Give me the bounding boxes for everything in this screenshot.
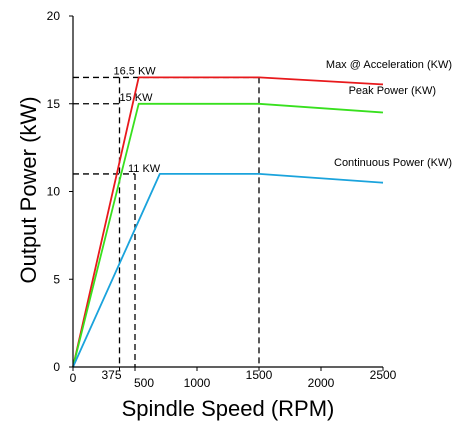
x-tick-label: 2500 [370, 368, 397, 382]
x-tick-label: 375 [101, 368, 121, 382]
y-tick-label: 0 [53, 360, 60, 374]
series-label-1: Max @ Acceleration (KW) [326, 59, 452, 71]
x-tick-label: 500 [134, 376, 154, 390]
x-axis-title: Spindle Speed (RPM) [122, 396, 335, 421]
y-tick-label: 15 [47, 97, 61, 111]
y-tick-label: 20 [47, 9, 61, 23]
x-tick-label: 1500 [246, 368, 273, 382]
series-label-3: Continuous Power (KW) [334, 157, 452, 169]
y-axis-title: Output Power (kW) [16, 96, 41, 283]
value-annotation: 15 KW [120, 92, 154, 104]
reference-lines [73, 77, 259, 367]
value-annotation: 16.5 KW [114, 65, 157, 77]
x-tick-label: 1000 [184, 376, 211, 390]
x-tick-label: 0 [70, 371, 77, 385]
series-labels: Max @ Acceleration (KW) Peak Power (KW) Co… [326, 59, 452, 169]
series-label-2: Peak Power (KW) [349, 85, 436, 97]
y-tick-label: 10 [47, 185, 61, 199]
x-tick-label: 2000 [308, 376, 335, 390]
y-tick-label: 5 [53, 272, 60, 286]
value-annotation: 11 KW [128, 163, 161, 175]
